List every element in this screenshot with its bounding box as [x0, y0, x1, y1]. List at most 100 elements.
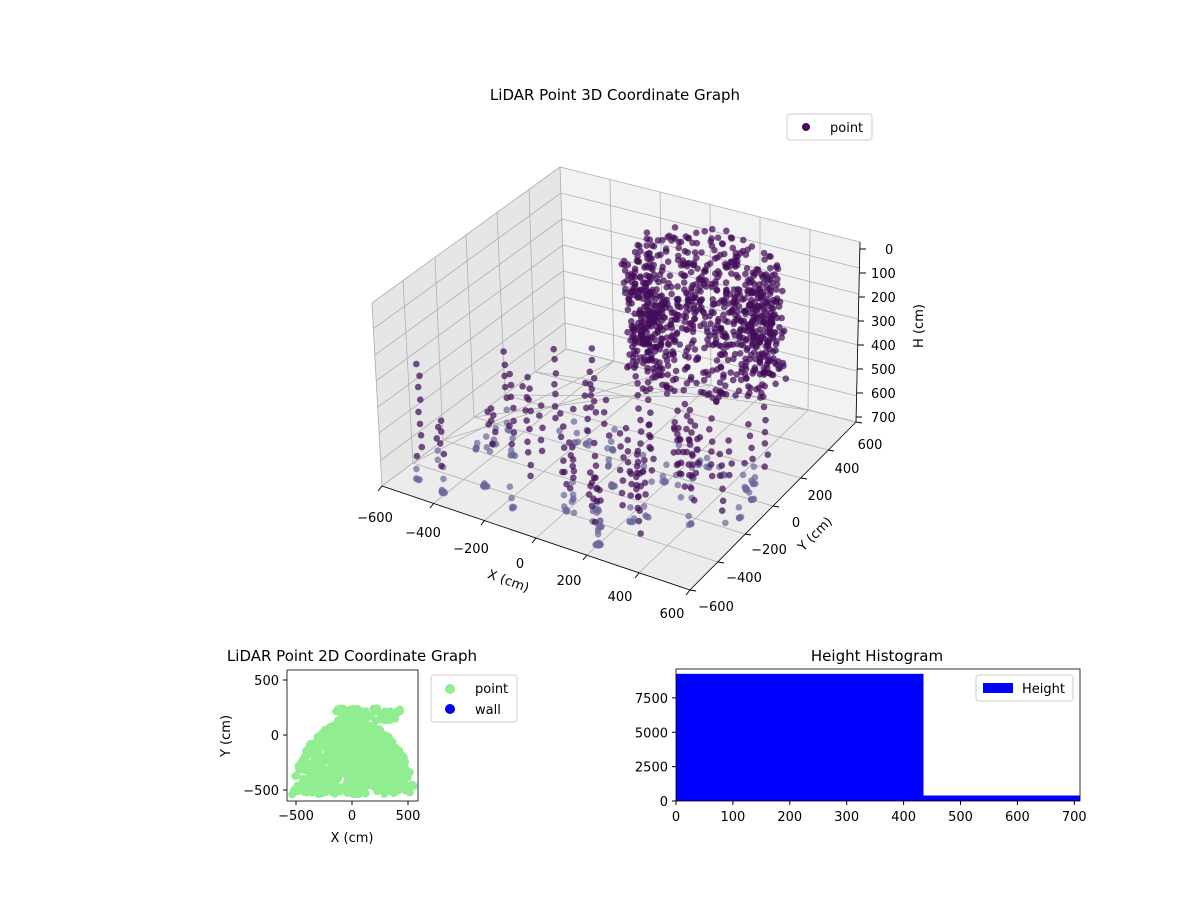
point-3d [633, 451, 641, 458]
point-3d [644, 364, 651, 372]
point-3d [646, 432, 653, 439]
y-axis-label: Y (cm) [795, 514, 836, 555]
point-3d [416, 372, 423, 380]
y-tick-label: 600 [858, 438, 883, 453]
point-3d [593, 509, 601, 516]
point-3d [744, 345, 751, 352]
point-3d [637, 482, 644, 490]
point-3d [662, 304, 669, 311]
point-3d [506, 370, 513, 378]
point-3d [702, 313, 709, 321]
point-3d [702, 368, 710, 376]
point-3d [745, 489, 753, 496]
point-3d [537, 402, 545, 409]
point-3d [667, 283, 675, 291]
legend-2d-marker-wall [445, 704, 455, 714]
point-3d [772, 347, 779, 354]
point-3d [723, 288, 730, 296]
point-3d [636, 507, 643, 514]
point-3d [689, 461, 696, 469]
y-tick-label: −600 [698, 600, 734, 615]
point-3d [644, 264, 652, 271]
point-3d [701, 344, 708, 352]
point-2d [332, 744, 341, 753]
point-3d [637, 440, 644, 447]
point-3d [630, 284, 637, 292]
point-2d [379, 709, 388, 718]
point-3d [748, 477, 755, 484]
point-2d [361, 728, 370, 737]
point-3d [536, 412, 543, 419]
point-3d [556, 427, 563, 435]
point-3d [501, 361, 509, 369]
point-3d [417, 432, 425, 439]
point-3d [702, 283, 710, 290]
point-2d [361, 707, 370, 716]
point-3d [437, 428, 445, 435]
point-3d [487, 417, 495, 425]
point-3d [560, 423, 567, 430]
legend-2d-label-point: point [475, 682, 508, 697]
point-3d [680, 279, 688, 286]
point-3d [656, 306, 664, 314]
point-3d [524, 449, 532, 456]
point-2d [322, 742, 331, 751]
point-3d [637, 311, 645, 318]
point-3d [592, 541, 599, 549]
point-3d [691, 249, 699, 256]
point-3d [697, 388, 705, 396]
point-3d [719, 497, 727, 505]
point-3d [510, 404, 517, 412]
point-3d [683, 425, 690, 433]
point-3d [701, 228, 708, 235]
point-2d [405, 788, 414, 797]
point-3d [510, 417, 517, 425]
point-3d [636, 242, 643, 250]
point-3d [691, 305, 698, 312]
point-3d [659, 263, 666, 271]
point-3d [700, 376, 708, 384]
point-3d [779, 359, 787, 367]
point-3d [650, 455, 657, 463]
point-3d [605, 432, 613, 439]
point-3d [624, 328, 631, 336]
point-3d [627, 270, 635, 278]
point-3d [519, 383, 526, 390]
point-3d [633, 463, 641, 470]
chart-histogram: Height Histogram 0 100 200 300 400 500 600 700 … [635, 647, 1087, 825]
point-3d [761, 256, 768, 263]
point-3d [729, 244, 737, 252]
point-3d [728, 270, 735, 277]
point-3d [772, 380, 779, 388]
point-3d [726, 471, 733, 479]
point-3d [645, 273, 652, 280]
point-2d [334, 774, 343, 783]
point-3d [663, 461, 670, 469]
point-3d [629, 343, 636, 351]
point-3d [584, 415, 591, 423]
point-3d [642, 387, 650, 395]
point-3d [616, 430, 624, 437]
point-3d [666, 232, 673, 240]
point-3d [617, 443, 624, 450]
histogram-bars [676, 673, 1080, 801]
point-3d [760, 403, 768, 411]
point-3d [602, 396, 610, 404]
point-3d [653, 343, 660, 351]
point-3d [417, 396, 424, 404]
point-3d [637, 416, 644, 424]
point-3d [681, 400, 689, 408]
point-3d [642, 284, 650, 291]
point-3d [745, 421, 752, 428]
point-3d [666, 272, 674, 280]
point-3d [581, 392, 589, 400]
point-2d [314, 745, 323, 754]
point-3d [624, 276, 631, 284]
point-3d [674, 481, 682, 489]
y-ticks-2d: 500 0 −500 Y (cm) [219, 674, 287, 799]
point-3d [663, 383, 671, 391]
y-tick-label: 200 [808, 489, 833, 504]
point-3d [688, 472, 696, 479]
y-tick-label-2d: 500 [254, 674, 279, 689]
point-2d [335, 767, 344, 776]
